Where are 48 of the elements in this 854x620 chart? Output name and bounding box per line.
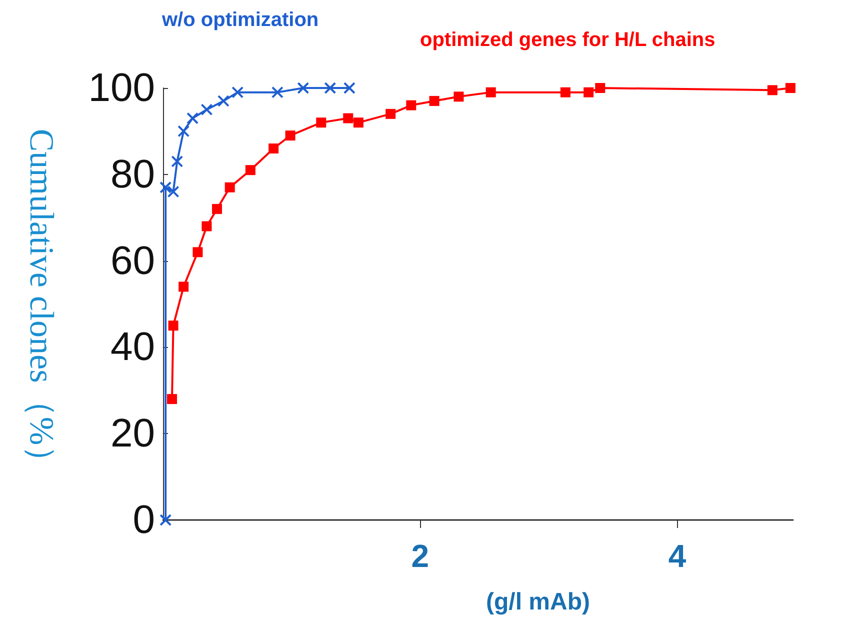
point <box>285 130 296 141</box>
point <box>245 165 256 176</box>
point <box>186 112 199 124</box>
point <box>406 100 416 110</box>
point <box>595 83 606 93</box>
point <box>268 143 279 154</box>
point <box>171 155 184 168</box>
point <box>200 104 213 116</box>
y-axis-title: Cumulative clones（%） <box>22 128 60 480</box>
y-tick-label: 20 <box>110 412 155 456</box>
point <box>297 82 310 94</box>
y-tick-label: 40 <box>110 325 155 370</box>
point <box>160 181 172 194</box>
x-axis-title: (g/l mAb) <box>486 588 590 616</box>
y-tick-label: 0 <box>132 498 155 542</box>
y-tick-label: 100 <box>88 66 155 110</box>
point <box>178 125 190 138</box>
y-tick-label: 80 <box>110 152 155 196</box>
point <box>178 282 189 292</box>
series-label: optimized genes for H/L chains <box>420 29 716 51</box>
text: w/o optimization <box>161 9 319 31</box>
point <box>212 204 222 214</box>
y-tick-label: 60 <box>110 238 155 283</box>
point <box>767 85 778 96</box>
point <box>271 86 284 98</box>
point <box>324 82 336 94</box>
point <box>232 86 244 98</box>
point <box>343 113 354 124</box>
point <box>167 186 180 198</box>
point <box>584 87 594 98</box>
point <box>386 108 396 119</box>
point <box>353 118 364 128</box>
point <box>560 87 570 98</box>
point <box>192 247 203 258</box>
point <box>316 118 326 128</box>
point <box>160 514 172 526</box>
point <box>168 320 178 331</box>
point <box>343 82 356 94</box>
point <box>454 92 464 102</box>
point <box>785 83 796 93</box>
x-tick-label: 4 <box>668 538 686 574</box>
point <box>224 182 235 192</box>
point <box>217 94 230 107</box>
point <box>167 394 177 404</box>
point <box>486 87 496 98</box>
point <box>202 221 212 232</box>
point <box>429 96 440 106</box>
x-tick-label: 2 <box>411 538 430 574</box>
